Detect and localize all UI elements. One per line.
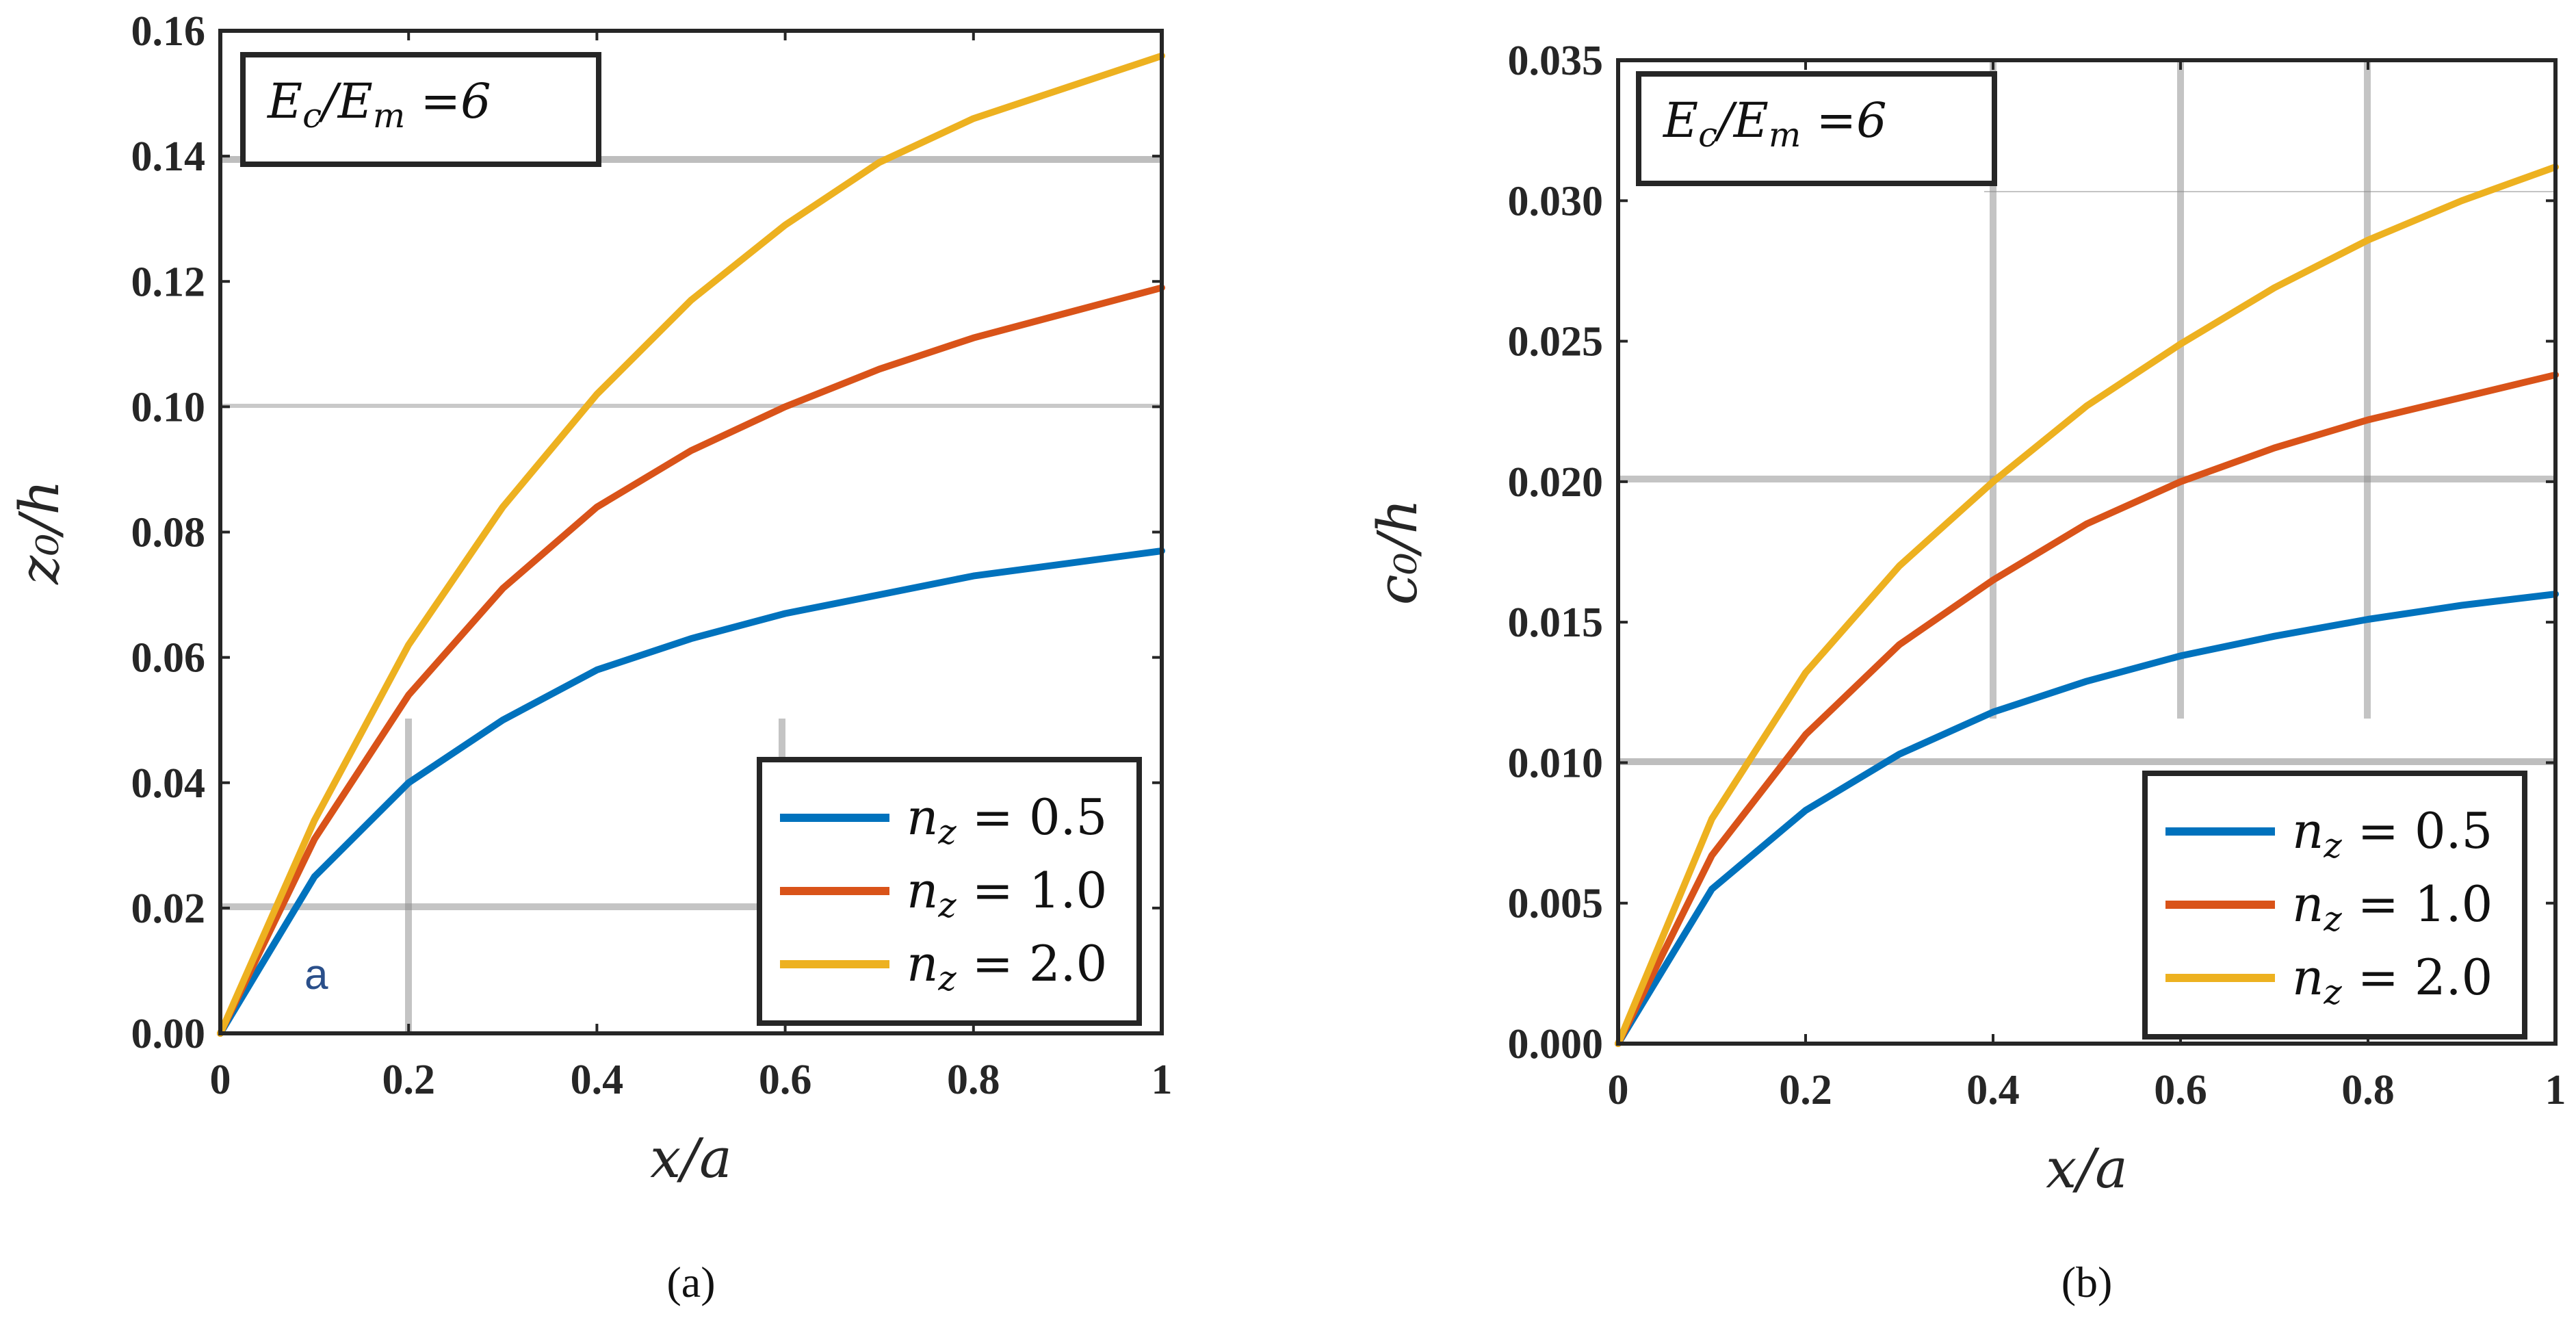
x-tick-label: 0.4 [1966, 1067, 2020, 1113]
y-tick-label: 0.035 [1508, 38, 1604, 84]
x-tick-label: 1 [1152, 1057, 1173, 1103]
ratio-annotation-text: Ec/Em =6 [1662, 92, 1887, 155]
x-tick-label: 0.8 [2341, 1067, 2395, 1113]
panel-caption: (a) [666, 1258, 715, 1306]
y-axis-label: z₀/h [8, 480, 71, 585]
x-tick-label: 0.2 [382, 1057, 435, 1103]
legend-box [757, 757, 1142, 1026]
y-tick-label: 0.16 [131, 8, 206, 55]
y-tick-label: 0.08 [131, 510, 206, 556]
y-tick-label: 0.00 [131, 1011, 206, 1057]
x-tick-label: 0 [210, 1057, 231, 1103]
legend-label: nz = 1.0 [907, 862, 1107, 925]
legend-label: nz = 1.0 [2292, 875, 2493, 939]
series-line-nz-0-5 [1615, 591, 2559, 1047]
y-tick-label: 0.04 [131, 760, 206, 807]
series-line-nz-1-0 [217, 284, 1165, 1037]
y-tick-label: 0.030 [1508, 178, 1604, 224]
panel-caption: (b) [2061, 1258, 2113, 1306]
x-axis-label: x/a [2046, 1137, 2128, 1200]
y-axis-label: c₀/h [1366, 499, 1429, 605]
x-tick-label: 0.6 [2154, 1067, 2207, 1113]
x-tick-label: 0 [1608, 1067, 1629, 1113]
y-tick-label: 0.06 [131, 635, 206, 682]
y-tick-label: 0.02 [131, 886, 206, 932]
x-tick-label: 0.2 [1779, 1067, 1832, 1113]
x-tick-label: 0.6 [759, 1057, 812, 1103]
series-line-nz-2-0 [1615, 164, 2559, 1047]
series-line-nz-2-0 [217, 52, 1165, 1037]
ratio-annotation-box [240, 52, 601, 167]
x-tick-label: 0.4 [571, 1057, 624, 1103]
y-tick-label: 0.020 [1508, 459, 1604, 506]
y-tick-label: 0.14 [131, 133, 206, 180]
plot-frame [1616, 58, 2558, 1046]
plot-frame [218, 29, 1164, 1035]
x-tick-label: 0.8 [947, 1057, 1000, 1103]
legend-label: nz = 2.0 [907, 935, 1107, 998]
y-tick-label: 0.10 [131, 384, 206, 430]
series-line-nz-0-5 [217, 547, 1165, 1037]
y-tick-label: 0.025 [1508, 319, 1604, 365]
chart-a: 0.00 0.02 0.04 0.06 0.08 0.10 0.12 0.14 0.16 0 0.2… [8, 8, 1173, 1306]
in-plot-annotation: a [304, 951, 328, 998]
y-tick-label: 0.12 [131, 259, 206, 305]
ratio-annotation-text: Ec/Em =6 [266, 73, 491, 136]
x-axis-label: x/a [650, 1126, 732, 1190]
legend-label: nz = 2.0 [2292, 949, 2493, 1012]
y-tick-label: 0.010 [1508, 740, 1604, 786]
y-tick-label: 0.005 [1508, 881, 1604, 927]
series-line-nz-1-0 [1615, 371, 2559, 1047]
ratio-annotation-box [1636, 71, 1997, 186]
legend-label: nz = 0.5 [907, 788, 1107, 852]
x-tick-label: 1 [2545, 1067, 2566, 1113]
y-tick-label: 0.015 [1508, 599, 1604, 646]
legend-label: nz = 0.5 [2292, 802, 2493, 866]
chart-b: 0.000 0.005 0.010 0.015 0.020 0.025 0.030 0.035… [1366, 38, 2566, 1306]
y-tick-label: 0.000 [1508, 1021, 1604, 1068]
